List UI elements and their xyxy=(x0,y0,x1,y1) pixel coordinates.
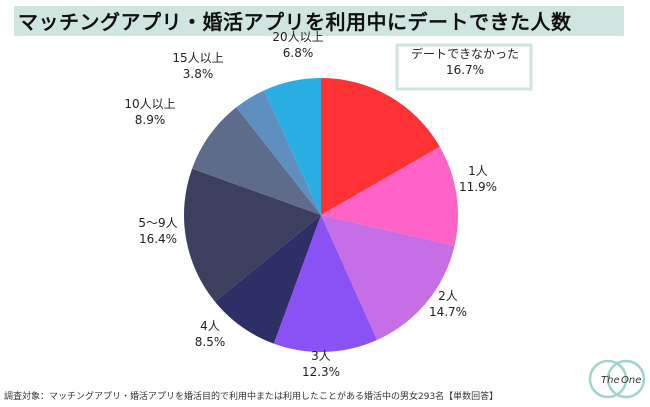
slice-label-4: 4人 xyxy=(200,319,220,333)
pie-slice-6 xyxy=(192,107,321,215)
logo-text-left: The xyxy=(601,375,620,386)
slice-label-5: 5～9人 xyxy=(138,216,177,230)
slice-label-0: デートできなかった xyxy=(411,46,519,61)
slice-value-2: 14.7% xyxy=(429,305,467,319)
slice-value-8: 6.8% xyxy=(283,46,314,60)
slice-label-3: 3人 xyxy=(311,349,331,363)
slice-value-4: 8.5% xyxy=(195,335,226,349)
pie-slice-8 xyxy=(264,78,321,215)
title-band xyxy=(14,6,624,36)
slice-value-7: 3.8% xyxy=(183,67,214,81)
slice-value-5: 16.4% xyxy=(139,232,177,246)
slice-label-2: 2人 xyxy=(438,289,458,303)
slice-value-1: 11.9% xyxy=(459,180,497,194)
highlight-box xyxy=(395,43,533,91)
chart-title: マッチングアプリ・婚活アプリを利用中にデートできた人数 xyxy=(18,10,572,34)
pie-slice-2 xyxy=(321,215,455,341)
survey-footnote: 調査対象：マッチングアプリ・婚活アプリを婚活目的で利用中または利用したことがある… xyxy=(4,392,499,402)
slice-label-6: 10人以上 xyxy=(124,97,175,111)
the-one-logo: The One xyxy=(588,359,646,399)
slice-label-7: 15人以上 xyxy=(172,51,223,65)
slice-label-8: 20人以上 xyxy=(272,30,323,44)
pie-slice-1 xyxy=(321,146,459,246)
pie-slice-7 xyxy=(236,90,321,215)
pie-slice-4 xyxy=(214,215,321,344)
pie-slice-3 xyxy=(273,215,377,353)
logo-text-right: One xyxy=(621,375,641,386)
slice-label-1: 1人 xyxy=(468,164,488,178)
slice-value-6: 8.9% xyxy=(135,113,166,127)
pie-slice-0 xyxy=(321,78,440,215)
slice-value-3: 12.3% xyxy=(302,365,340,379)
slice-value-0: 16.7% xyxy=(446,63,484,77)
pie-slice-5 xyxy=(183,168,321,302)
